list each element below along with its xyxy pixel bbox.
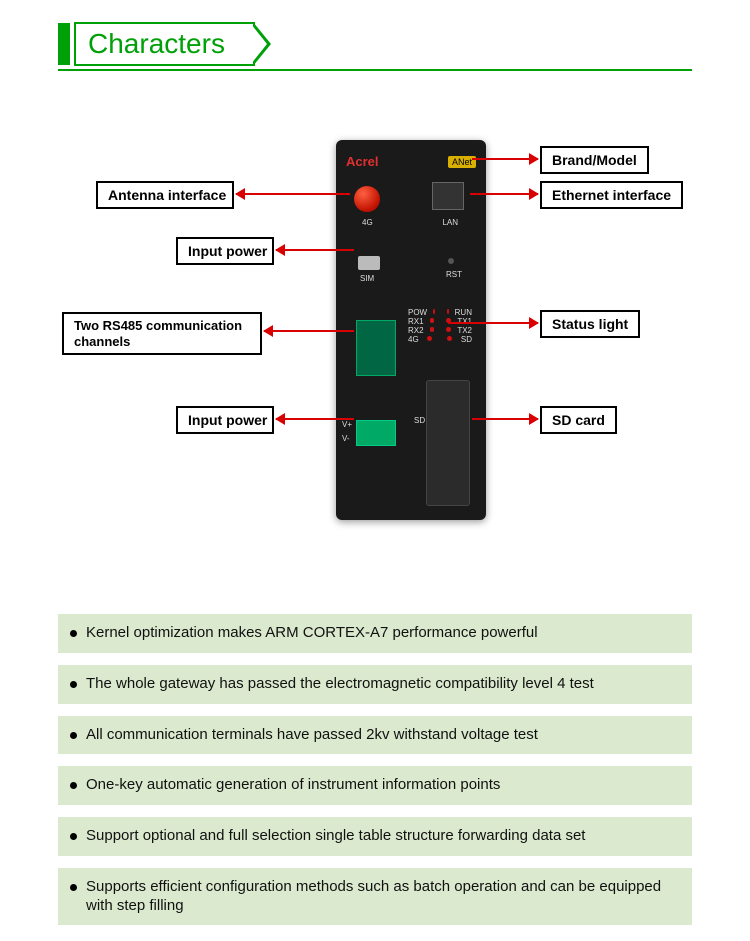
callout-label: Input power: [176, 406, 274, 434]
feature-list: Kernel optimization makes ARM CORTEX-A7 …: [58, 614, 692, 937]
label-vplus: V+: [342, 420, 352, 429]
label-vminus: V-: [342, 434, 350, 443]
device-diagram: Acrel ANet 4G LAN SIM RST POWRUN RX1TX1 …: [0, 120, 750, 540]
reset-button-icon: [448, 258, 454, 264]
feature-item: The whole gateway has passed the electro…: [58, 665, 692, 704]
label-rst: RST: [446, 270, 462, 279]
header-underline: [58, 69, 692, 71]
section-header: Characters: [58, 22, 255, 66]
callout-arrow: [264, 330, 354, 332]
callout-arrow: [470, 193, 538, 195]
sim-slot-icon: [358, 256, 380, 270]
device-brand: Acrel: [346, 154, 379, 169]
ethernet-port-icon: [432, 182, 464, 210]
feature-item: Supports efficient configuration methods…: [58, 868, 692, 926]
callout-label: Antenna interface: [96, 181, 234, 209]
callout-label: SD card: [540, 406, 617, 434]
header-title: Characters: [74, 22, 255, 66]
header-accent-bar: [58, 23, 70, 65]
label-sd: SD: [414, 416, 425, 425]
callout-arrow: [276, 418, 354, 420]
callout-arrow: [276, 249, 354, 251]
label-lan: LAN: [442, 218, 458, 227]
callout-arrow: [472, 158, 538, 160]
callout-arrow: [472, 418, 538, 420]
feature-item: Kernel optimization makes ARM CORTEX-A7 …: [58, 614, 692, 653]
sd-slot-icon: [426, 380, 470, 506]
rs485-terminal-icon: [356, 320, 396, 376]
label-sim: SIM: [360, 274, 374, 283]
callout-arrow: [448, 322, 538, 324]
callout-label: Ethernet interface: [540, 181, 683, 209]
feature-item: One-key automatic generation of instrume…: [58, 766, 692, 805]
power-terminal-icon: [356, 420, 396, 446]
callout-arrow: [236, 193, 350, 195]
callout-label: Two RS485 communication channels: [62, 312, 262, 355]
feature-item: Support optional and full selection sing…: [58, 817, 692, 856]
callout-label: Status light: [540, 310, 640, 338]
antenna-connector-icon: [354, 186, 380, 212]
callout-label: Brand/Model: [540, 146, 649, 174]
feature-item: All communication terminals have passed …: [58, 716, 692, 755]
device-body: Acrel ANet 4G LAN SIM RST POWRUN RX1TX1 …: [336, 140, 486, 520]
label-4g: 4G: [362, 218, 373, 227]
status-led-block: POWRUN RX1TX1 RX2TX2 4GSD: [408, 308, 472, 364]
callout-label: Input power: [176, 237, 274, 265]
